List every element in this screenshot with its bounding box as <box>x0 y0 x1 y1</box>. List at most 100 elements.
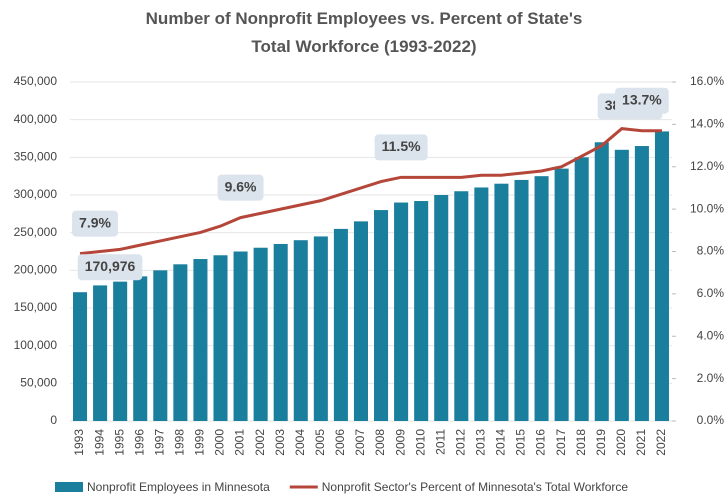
y2-tick-label: 6.0% <box>697 286 725 300</box>
data-label-text: 11.5% <box>382 138 421 154</box>
data-label: 13.7% <box>615 87 669 114</box>
bar <box>193 259 208 421</box>
bar <box>654 131 669 421</box>
chart-title: Number of Nonprofit Employees vs. Percen… <box>146 9 583 56</box>
x-tick-label: 2000 <box>213 429 227 456</box>
data-label-box <box>77 254 143 281</box>
y-tick-label: 350,000 <box>14 150 58 164</box>
x-tick-label: 2005 <box>313 429 327 456</box>
bar <box>333 228 348 421</box>
bar <box>233 251 248 421</box>
data-label: 7.9% <box>72 210 118 237</box>
x-tick-label: 1994 <box>92 429 106 456</box>
bar <box>173 264 188 421</box>
legend-label: Nonprofit Sector's Percent of Minnesota'… <box>322 480 629 494</box>
x-tick-label: 2008 <box>373 429 387 456</box>
data-label-box <box>615 87 669 114</box>
bar <box>634 146 649 422</box>
x-tick-label: 2014 <box>494 429 508 456</box>
data-label-box <box>374 134 428 161</box>
bar <box>494 183 509 421</box>
x-tick-label: 2022 <box>654 429 668 456</box>
bar <box>414 201 429 421</box>
bar <box>213 255 228 421</box>
bar <box>313 236 328 421</box>
x-tick-label: 2020 <box>614 429 628 456</box>
bar <box>574 157 589 422</box>
x-tick-label: 2011 <box>433 429 447 455</box>
x-tick-label: 2016 <box>534 429 548 456</box>
bar <box>434 195 449 421</box>
data-label-text: 7.9% <box>79 214 111 230</box>
bar <box>534 176 549 421</box>
y-tick-label: 0 <box>50 413 57 427</box>
bar <box>554 168 569 421</box>
y-tick-label: 200,000 <box>14 263 58 277</box>
y-tick-label: 150,000 <box>14 300 58 314</box>
bar <box>113 281 128 421</box>
data-label-text: 9.6% <box>225 178 257 194</box>
y2-tick-label: 12.0% <box>690 159 724 173</box>
x-tick-label: 2017 <box>554 429 568 456</box>
legend-swatch <box>55 482 83 492</box>
bar <box>253 247 268 421</box>
y2-tick-label: 10.0% <box>690 201 724 215</box>
x-tick-label: 2015 <box>514 429 528 456</box>
data-label: 9.6% <box>217 174 264 201</box>
y2-tick-label: 16.0% <box>690 74 724 88</box>
x-tick-label: 2018 <box>574 429 588 456</box>
bar <box>454 191 469 421</box>
y2-tick-label: 8.0% <box>697 244 725 258</box>
x-tick-label: 2007 <box>353 429 367 456</box>
bar <box>153 270 168 421</box>
bar <box>273 243 288 421</box>
x-tick-label: 1995 <box>112 429 126 456</box>
line <box>79 127 662 256</box>
bar <box>133 276 148 421</box>
x-tick-label: 2021 <box>634 429 648 456</box>
bar <box>93 285 108 421</box>
y-tick-label: 100,000 <box>14 338 58 352</box>
bar <box>73 292 88 421</box>
y-tick-label: 300,000 <box>14 187 58 201</box>
x-tick-label: 2006 <box>333 429 347 456</box>
x-tick-label: 1999 <box>193 429 207 456</box>
data-label: 170,976 <box>77 254 143 281</box>
bar <box>353 221 368 421</box>
y-tick-label: 400,000 <box>14 112 58 126</box>
legend-label: Nonprofit Employees in Minnesota <box>87 480 270 494</box>
x-tick-label: 2001 <box>233 429 247 456</box>
bar <box>594 142 609 421</box>
x-tick-label: 2013 <box>474 429 488 456</box>
bar <box>293 240 308 421</box>
bar <box>374 210 389 421</box>
bar <box>514 179 529 421</box>
data-label-text: 13.7% <box>622 91 662 107</box>
data-label-box <box>217 174 264 201</box>
y2-tick-label: 0.0% <box>697 413 725 427</box>
x-tick-label: 2010 <box>413 429 427 456</box>
x-tick-label: 1993 <box>72 429 86 456</box>
y-tick-label: 250,000 <box>14 225 58 239</box>
x-tick-label: 2019 <box>594 429 608 456</box>
x-tick-label: 2004 <box>293 429 307 456</box>
y2-tick-label: 4.0% <box>697 328 725 342</box>
bar <box>474 187 489 421</box>
x-tick-label: 2003 <box>273 429 287 456</box>
x-tick-label: 2012 <box>453 429 467 456</box>
x-tick-label: 2002 <box>253 429 267 456</box>
y2-tick-label: 2.0% <box>697 371 725 385</box>
bar <box>614 149 629 422</box>
x-tick-label: 1998 <box>173 429 187 456</box>
x-tick-label: 1997 <box>152 429 166 456</box>
bar <box>394 202 409 421</box>
data-label: 11.5% <box>374 134 428 161</box>
x-tick-label: 1996 <box>132 429 146 456</box>
data-label-box <box>72 210 118 237</box>
y-tick-label: 50,000 <box>20 376 57 390</box>
y-tick-label: 450,000 <box>14 74 58 88</box>
y2-tick-label: 14.0% <box>690 117 724 131</box>
data-label-text: 170,976 <box>85 258 136 274</box>
x-tick-label: 2009 <box>393 429 407 456</box>
